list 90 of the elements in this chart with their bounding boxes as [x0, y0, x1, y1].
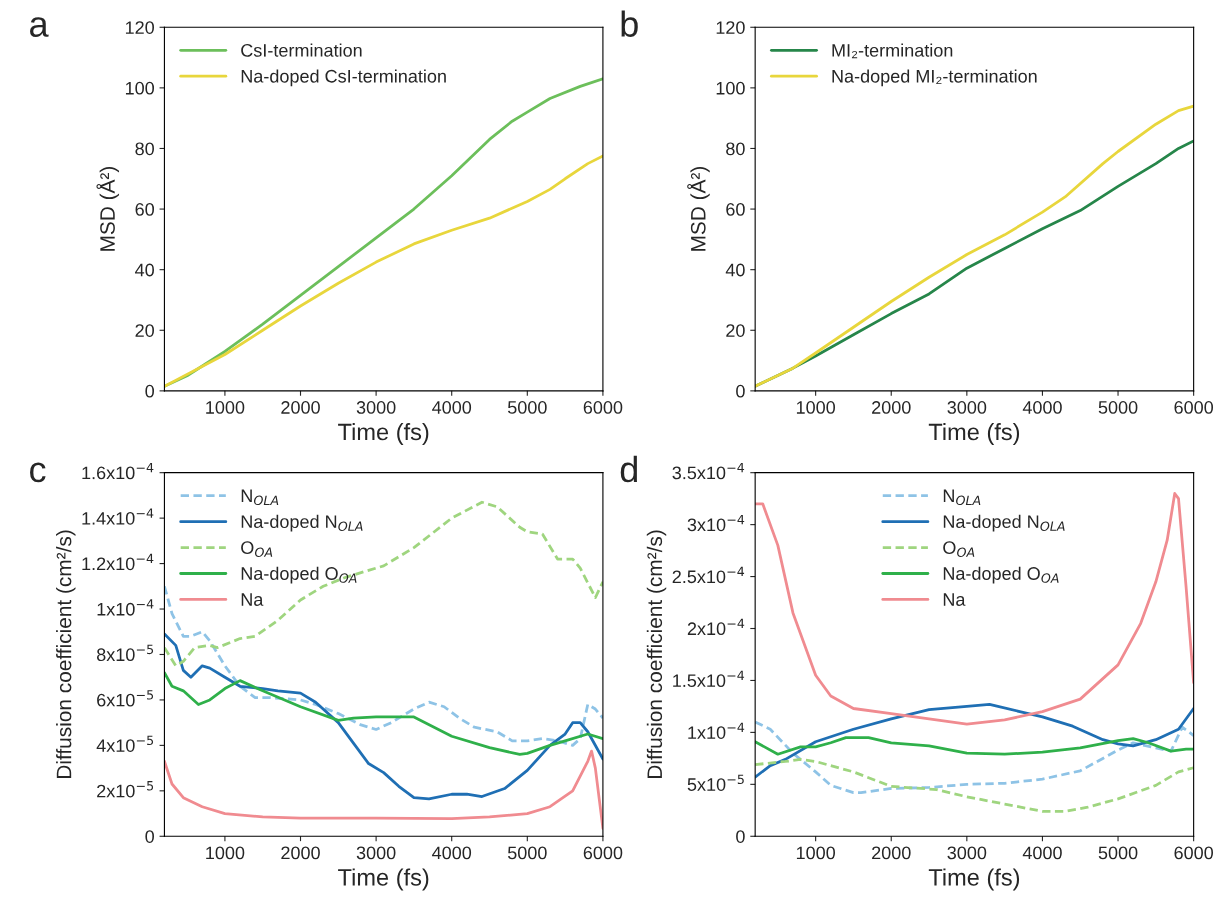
x-tick-label: 1000 [206, 401, 245, 414]
y-tick-label: 80 [135, 142, 154, 156]
legend-label: Na [943, 593, 966, 606]
y-tick-label: 0 [145, 830, 154, 843]
y-tick-label: 120 [125, 21, 154, 34]
legend-label: Na-doped CsI-termination [241, 69, 446, 87]
y-tick-label: 1.6x10$^{−4}$ [82, 462, 154, 480]
x-tick-label: 6000 [1174, 846, 1214, 860]
y-tick-label: 60 [726, 203, 745, 216]
y-axis-title: Diffusion coefficient (cm²/s) [646, 530, 667, 779]
y-tick-label: 1.2x10$^{−4}$ [82, 553, 154, 571]
legend-label: Na-doped N$_{OLA}$ [241, 514, 363, 532]
legend-label: O$_{OA}$ [241, 541, 273, 557]
x-tick-label: 5000 [507, 846, 547, 860]
x-tick-label: 2000 [281, 846, 320, 860]
y-tick-label: 6x10$^{−5}$ [97, 690, 154, 707]
y-tick-label: 0 [736, 384, 745, 398]
y-tick-label: 1.5x10$^{−4}$ [673, 670, 745, 688]
y-tick-label: 1.4x10$^{−4}$ [82, 508, 154, 525]
y-tick-label: 40 [725, 263, 745, 277]
line-series [164, 671, 603, 756]
chart-title: d [620, 455, 637, 483]
x-tick-label: 4000 [432, 846, 472, 860]
line-series [164, 584, 603, 747]
legend-label: CsI-termination [241, 43, 362, 57]
line-series [755, 720, 1194, 795]
legend-label: Na-doped O$_{OA}$ [241, 566, 357, 584]
x-tick-label: 3000 [947, 401, 987, 414]
y-tick-label: 2x10$^{−5}$ [97, 781, 154, 798]
y-tick-label: 20 [726, 324, 745, 337]
x-axis-title: Time (fs) [338, 422, 429, 445]
x-tick-label: 2000 [872, 401, 911, 414]
y-tick-label: 0 [736, 830, 745, 843]
chart-title: b [621, 10, 638, 37]
x-tick-label: 5000 [1098, 846, 1138, 860]
x-tick-label: 5000 [507, 401, 547, 414]
x-tick-label: 1000 [206, 846, 245, 860]
y-tick-label: 0 [145, 384, 154, 398]
y-axis-title: MSD (Å²) [687, 166, 710, 251]
y-tick-label: 5x10$^{−5}$ [687, 774, 744, 791]
legend-label: MI₂-termination [832, 43, 953, 59]
x-tick-label: 3000 [947, 846, 987, 860]
legend-label: Na [241, 593, 264, 606]
line-series [164, 749, 603, 830]
x-tick-label: 2000 [281, 401, 320, 414]
line-series [164, 632, 603, 801]
y-tick-label: 60 [135, 203, 154, 216]
x-axis-title: Time (fs) [928, 868, 1020, 891]
y-tick-label: 20 [135, 324, 154, 337]
y-tick-label: 3.5x10$^{−4}$ [672, 462, 745, 480]
y-tick-label: 40 [135, 263, 154, 277]
y-tick-label: 100 [125, 81, 154, 95]
line-series [755, 702, 1194, 779]
x-tick-label: 1000 [796, 846, 836, 860]
x-tick-label: 4000 [432, 401, 472, 414]
x-tick-label: 3000 [356, 401, 396, 414]
legend-label: Na-doped O$_{OA}$ [943, 566, 1059, 584]
chart-title: a [30, 17, 49, 37]
legend-label: O$_{OA}$ [943, 541, 975, 557]
y-axis-title: MSD (Å²) [96, 166, 120, 251]
x-tick-label: 6000 [583, 401, 623, 414]
y-tick-label: 2x10$^{−4}$ [687, 618, 745, 636]
y-tick-label: 8x10$^{−5}$ [96, 644, 154, 662]
line-series [755, 736, 1194, 756]
legend-label: N$_{OLA}$ [943, 489, 981, 506]
x-axis-title: Time (fs) [928, 422, 1020, 445]
y-tick-label: 1x10$^{−4}$ [688, 722, 745, 739]
y-tick-label: 4x10$^{−5}$ [96, 735, 154, 752]
x-tick-label: 3000 [356, 846, 396, 860]
legend-label: N$_{OLA}$ [241, 489, 279, 506]
y-tick-label: 120 [716, 21, 745, 34]
x-tick-label: 4000 [1022, 846, 1062, 860]
y-tick-label: 3x10$^{−4}$ [687, 514, 745, 532]
y-tick-label: 100 [716, 81, 745, 95]
y-tick-label: 2.5x10$^{−4}$ [672, 566, 745, 584]
line-series [755, 758, 1194, 813]
x-tick-label: 6000 [1174, 401, 1214, 414]
legend-label: Na-doped MI₂-termination [832, 69, 1037, 87]
x-tick-label: 5000 [1098, 401, 1138, 414]
x-tick-label: 1000 [796, 401, 836, 414]
x-tick-label: 6000 [583, 846, 623, 860]
chart-title: c [30, 462, 46, 483]
y-axis-title: Diffusion coefficient (cm²/s) [56, 530, 76, 779]
y-tick-label: 80 [726, 142, 745, 156]
legend-label: Na-doped N$_{OLA}$ [943, 514, 1065, 532]
x-axis-title: Time (fs) [338, 868, 429, 891]
x-tick-label: 2000 [872, 846, 911, 860]
y-tick-label: 1x10$^{−4}$ [97, 599, 154, 616]
line-series [164, 154, 603, 388]
x-tick-label: 4000 [1022, 401, 1062, 414]
